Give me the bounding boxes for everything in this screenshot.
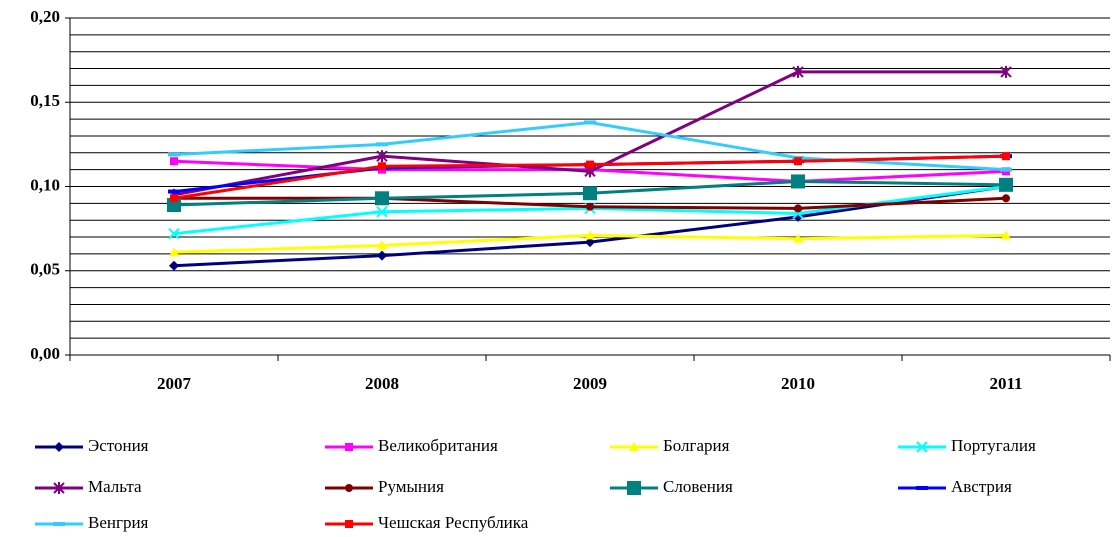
x-tick-label: 2011 bbox=[989, 374, 1022, 393]
marker bbox=[376, 206, 388, 218]
marker bbox=[53, 482, 65, 494]
legend-item: Эстония bbox=[35, 436, 149, 455]
marker bbox=[585, 237, 595, 248]
legend-item: Австрия bbox=[898, 477, 1012, 496]
marker bbox=[168, 152, 180, 157]
x-tick-label: 2008 bbox=[365, 374, 399, 393]
marker bbox=[169, 260, 179, 271]
y-tick-label: 0,00 bbox=[30, 344, 60, 363]
legend-item: Румыния bbox=[325, 477, 444, 496]
legend-label: Австрия bbox=[951, 477, 1012, 496]
marker bbox=[345, 484, 353, 492]
legend-label: Португалия bbox=[951, 436, 1036, 455]
marker bbox=[1000, 167, 1012, 172]
x-tick-label: 2010 bbox=[781, 374, 815, 393]
marker bbox=[794, 204, 802, 213]
marker bbox=[168, 189, 180, 194]
legend-label: Румыния bbox=[378, 477, 444, 496]
marker bbox=[999, 177, 1013, 192]
marker bbox=[376, 142, 388, 147]
legend-item: Словения bbox=[610, 477, 733, 496]
marker bbox=[1000, 65, 1012, 78]
legend-item: Великобритания bbox=[325, 436, 498, 455]
marker bbox=[794, 157, 802, 166]
marker bbox=[584, 120, 596, 125]
marker bbox=[586, 160, 594, 169]
legend-item: Венгрия bbox=[35, 513, 149, 532]
legend-label: Эстония bbox=[88, 436, 149, 455]
legend-label: Венгрия bbox=[88, 513, 149, 532]
marker bbox=[53, 522, 65, 526]
marker bbox=[627, 481, 641, 495]
legend-item: Мальта bbox=[35, 477, 142, 496]
marker bbox=[1002, 152, 1010, 161]
x-tick-label: 2009 bbox=[573, 374, 607, 393]
marker bbox=[916, 486, 928, 490]
marker bbox=[793, 233, 803, 243]
legend-label: Великобритания bbox=[378, 436, 498, 455]
y-tick-label: 0,15 bbox=[30, 91, 60, 110]
marker bbox=[585, 230, 595, 240]
marker bbox=[169, 247, 179, 257]
legend-item: Португалия bbox=[898, 436, 1036, 455]
marker bbox=[586, 202, 594, 211]
marker bbox=[583, 186, 597, 201]
marker bbox=[54, 442, 64, 452]
legend-item: Болгария bbox=[610, 436, 730, 455]
marker bbox=[916, 441, 928, 453]
marker bbox=[378, 162, 386, 171]
marker bbox=[629, 442, 639, 451]
y-tick-label: 0,20 bbox=[30, 7, 60, 26]
marker bbox=[170, 194, 178, 203]
marker bbox=[375, 191, 389, 206]
marker bbox=[345, 520, 353, 528]
marker bbox=[345, 443, 353, 451]
legend-item: Чешская Республика bbox=[325, 513, 529, 532]
marker bbox=[170, 157, 178, 166]
y-tick-label: 0,05 bbox=[30, 260, 60, 279]
x-tick-label: 2007 bbox=[157, 374, 192, 393]
marker bbox=[377, 250, 387, 261]
legend-label: Чешская Республика bbox=[378, 513, 529, 532]
marker bbox=[1001, 230, 1011, 240]
marker bbox=[377, 240, 387, 250]
marker bbox=[168, 227, 180, 240]
marker bbox=[376, 150, 388, 163]
legend-label: Мальта bbox=[88, 477, 142, 496]
y-tick-label: 0,10 bbox=[30, 175, 60, 194]
marker bbox=[792, 65, 804, 78]
marker bbox=[791, 174, 805, 189]
legend-label: Болгария bbox=[663, 436, 730, 455]
marker bbox=[1002, 194, 1010, 203]
legend-label: Словения bbox=[663, 477, 733, 496]
